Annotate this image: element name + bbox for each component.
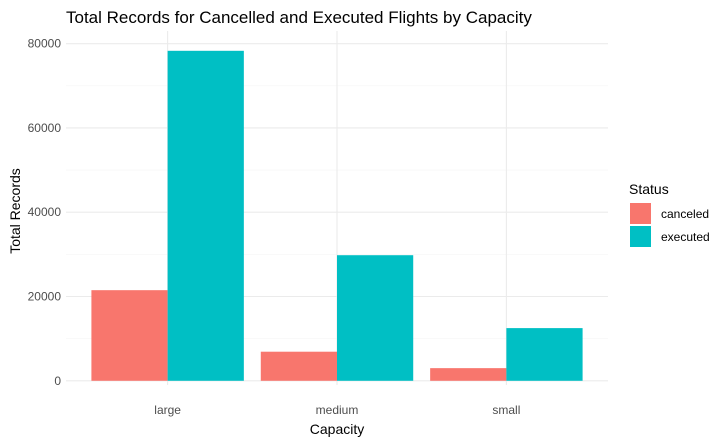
bar-canceled-medium [260,351,337,381]
y-axis-title: Total Records [7,168,23,254]
bar-canceled-large [91,290,168,381]
x-axis-ticks: large medium small [154,403,520,417]
x-tick-label: large [154,403,181,417]
legend-swatch-executed [630,226,651,247]
x-axis-title: Capacity [310,421,364,437]
legend-label-canceled: canceled [661,207,709,221]
y-tick-label: 20000 [28,290,62,304]
chart-title: Total Records for Cancelled and Executed… [66,8,532,27]
y-tick-label: 40000 [28,205,62,219]
y-axis-ticks: 0 20000 40000 60000 80000 [28,37,62,388]
bar-canceled-small [430,368,507,381]
bars [91,50,583,381]
x-tick-label: medium [316,403,359,417]
legend-title: Status [629,181,669,197]
y-tick-label: 0 [54,374,61,388]
legend-label-executed: executed [661,230,710,244]
y-tick-label: 60000 [28,121,62,135]
bar-executed-large [167,50,244,381]
bar-executed-medium [337,255,414,381]
legend: Status canceled executed [629,181,710,247]
bar-executed-small [506,328,583,381]
x-tick-label: small [492,403,520,417]
y-tick-label: 80000 [28,37,62,51]
legend-swatch-canceled [630,203,651,224]
